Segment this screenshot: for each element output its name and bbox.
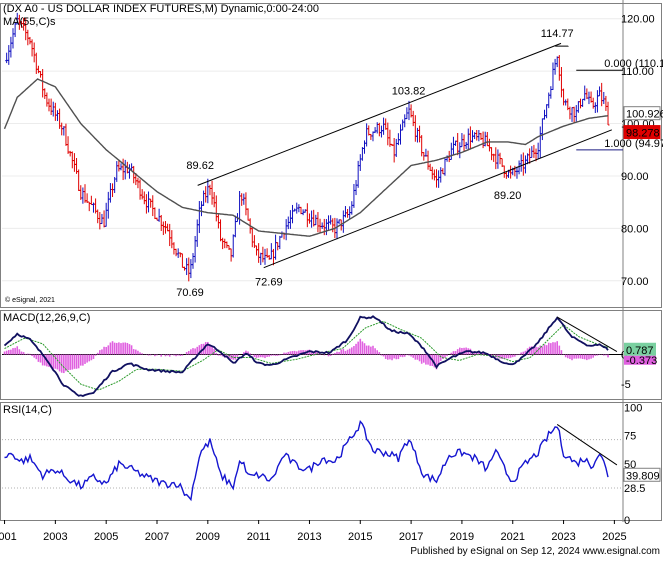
x-tick-label: 2023	[551, 531, 575, 543]
fib-level-label: 1.000 (94.970)	[604, 138, 663, 150]
x-tick-label: 2005	[94, 531, 118, 543]
x-tick-label: 2017	[399, 531, 423, 543]
rsi-indicator-label: RSI(14,C)	[3, 404, 52, 416]
ma-55-line	[5, 79, 609, 236]
macd-hist-last-value: -0.373	[626, 355, 657, 367]
axes: 70.0080.0090.00100.00110.00120.002001200…	[0, 14, 655, 543]
x-tick-label: 2009	[196, 531, 220, 543]
x-tick-label: 2021	[500, 531, 524, 543]
price-pivot-label: 103.82	[392, 86, 426, 98]
x-tick-label: 2025	[602, 531, 626, 543]
price-pivot-label: 89.62	[186, 160, 214, 172]
rsi-panel	[5, 422, 617, 500]
x-tick-label: 2007	[145, 531, 169, 543]
x-tick-label: 2003	[43, 531, 67, 543]
price-pivot-label: 72.69	[255, 277, 283, 289]
price-panel: 0.000 (110.170)1.000 (94.970)114.77103.8…	[5, 13, 663, 299]
rsi-last-value: 39.809	[626, 470, 660, 482]
macd-panel	[2, 316, 623, 396]
trend-channel-line	[198, 43, 561, 185]
published-credit: Published by eSignal on Sep 12, 2024 www…	[410, 546, 660, 557]
x-tick-label: 2015	[348, 531, 372, 543]
rsi-ytick-label: 0	[624, 515, 630, 527]
macd-line	[5, 316, 609, 396]
rsi-ytick-label: 75	[624, 431, 636, 443]
x-tick-label: 2001	[0, 531, 17, 543]
rsi-ytick-label: 100	[624, 403, 642, 415]
price-ytick-label: 90.00	[621, 171, 649, 183]
price-pivot-label: 114.77	[541, 28, 574, 40]
macd-ytick-label: -5	[621, 379, 631, 391]
trend-channel-line	[264, 130, 612, 268]
price-ytick-label: 80.00	[621, 223, 649, 235]
panel-frames	[1, 0, 662, 522]
gridlines	[2, 19, 623, 488]
rsi-ytick-label: 28.5	[624, 483, 645, 495]
x-tick-label: 2013	[297, 531, 321, 543]
price-ytick-label: 120.00	[621, 14, 655, 26]
price-last-value: 98.278	[626, 128, 660, 140]
price-panel-frame	[1, 4, 662, 308]
ma-last-value: 100.926	[626, 109, 663, 121]
ma-indicator-label: MA(55,C)s	[3, 16, 56, 28]
price-pivot-label: 70.69	[176, 287, 204, 299]
x-tick-label: 2011	[247, 531, 271, 543]
price-ytick-label: 70.00	[621, 276, 649, 288]
price-pivot-label: 89.20	[494, 190, 522, 202]
x-tick-label: 2019	[450, 531, 474, 543]
esignal-watermark: © eSignal, 2021	[5, 296, 55, 304]
chart-title: (DX A0 - US DOLLAR INDEX FUTURES,M) Dyna…	[3, 3, 319, 15]
price-ytick-label: 110.00	[621, 66, 654, 78]
macd-indicator-label: MACD(12,26,9,C)	[3, 312, 90, 324]
